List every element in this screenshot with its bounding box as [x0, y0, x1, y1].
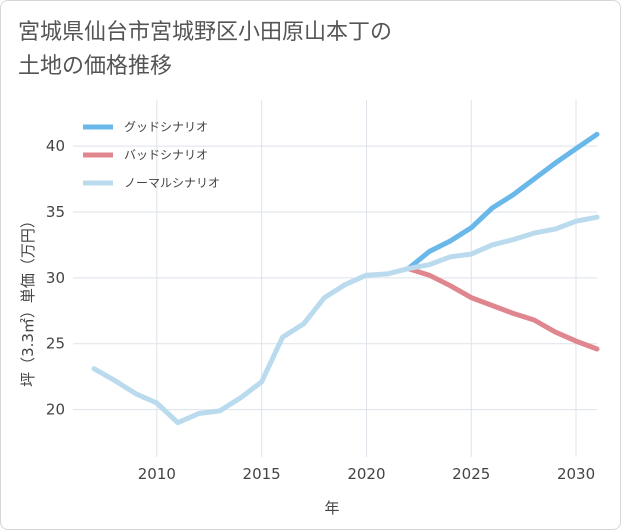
legend-label: バッドシナリオ	[124, 148, 208, 162]
legend-label: ノーマルシナリオ	[124, 176, 220, 190]
y-tick-label: 30	[46, 269, 65, 287]
x-tick-label: 2015	[243, 465, 281, 483]
x-tick-label: 2030	[557, 465, 595, 483]
x-tick-label: 2010	[138, 465, 176, 483]
y-tick-label: 40	[46, 137, 65, 155]
y-tick-labels: 20 25 30 35 40	[46, 137, 65, 418]
y-axis-title: 坪（3.3㎡）単価（万円）	[19, 213, 37, 387]
plot-area	[73, 100, 597, 457]
series-layer	[91, 131, 600, 426]
y-tick-label: 25	[46, 335, 65, 353]
x-tick-labels: 2010 2015 2020 2025 2030	[138, 465, 595, 483]
x-tick-label: 2020	[347, 465, 385, 483]
x-tick-label: 2025	[452, 465, 490, 483]
y-tick-label: 35	[46, 203, 65, 221]
series-line-2	[405, 266, 600, 352]
series-line-3	[91, 214, 600, 426]
x-axis-title: 年	[324, 499, 339, 517]
series-line-1	[405, 131, 600, 272]
legend-label: グッドシナリオ	[124, 120, 208, 134]
grid-lines	[73, 100, 597, 457]
chart-title: 宮城県仙台市宮城野区小田原山本丁の 土地の価格推移	[18, 20, 393, 79]
y-tick-label: 20	[46, 401, 65, 419]
